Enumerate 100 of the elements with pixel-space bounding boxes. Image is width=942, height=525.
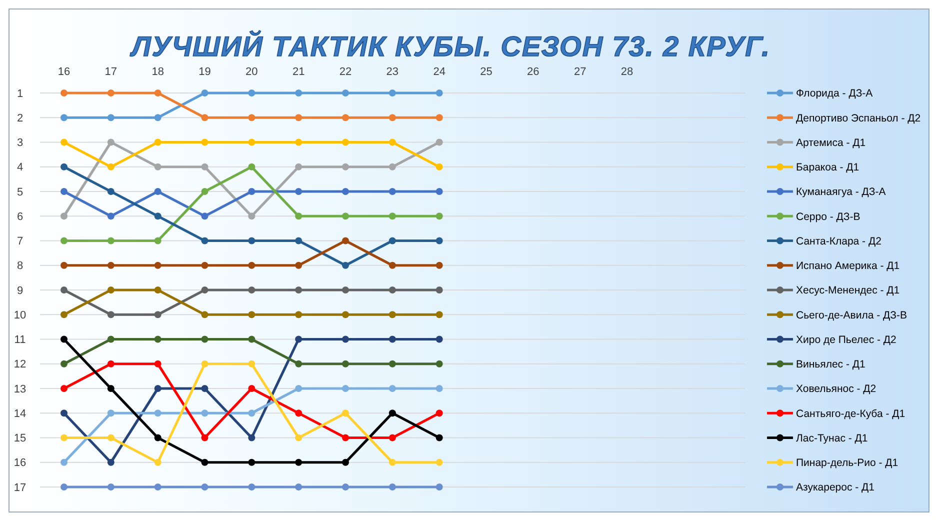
x-tick-label: 17 bbox=[104, 66, 118, 78]
point bbox=[436, 336, 443, 343]
point bbox=[248, 262, 256, 269]
point bbox=[342, 262, 349, 269]
legend-label: Артемиса - Д1 bbox=[796, 136, 866, 149]
y-tick-label: 15 bbox=[14, 432, 26, 445]
x-tick-label: 21 bbox=[292, 66, 305, 78]
point bbox=[107, 237, 114, 244]
point bbox=[436, 484, 443, 490]
point bbox=[107, 90, 114, 96]
x-tick-label: 24 bbox=[433, 66, 446, 78]
x-tick-label: 23 bbox=[386, 66, 399, 78]
y-tick-label: 17 bbox=[14, 482, 26, 494]
point bbox=[107, 385, 114, 392]
point bbox=[201, 385, 208, 392]
point bbox=[248, 410, 256, 417]
point bbox=[60, 458, 68, 466]
point bbox=[436, 458, 443, 466]
legend-label: Пинар-дель-Рио - Д1 bbox=[796, 457, 898, 470]
point bbox=[248, 286, 256, 294]
point bbox=[295, 212, 302, 220]
point bbox=[342, 90, 349, 96]
point bbox=[201, 262, 208, 269]
point bbox=[154, 188, 162, 195]
point bbox=[107, 163, 114, 170]
point bbox=[107, 286, 114, 294]
legend-label: Куманаягуа - ДЗ-А bbox=[796, 186, 886, 198]
point bbox=[388, 237, 396, 244]
point bbox=[60, 212, 68, 220]
point bbox=[248, 385, 256, 392]
point bbox=[60, 114, 68, 122]
point bbox=[248, 163, 256, 170]
point bbox=[201, 410, 208, 417]
point bbox=[60, 484, 68, 490]
point bbox=[342, 434, 349, 442]
point bbox=[107, 434, 114, 442]
point bbox=[388, 434, 396, 442]
point bbox=[248, 138, 256, 146]
point bbox=[201, 311, 208, 318]
point bbox=[107, 138, 114, 146]
point bbox=[388, 336, 396, 343]
point bbox=[436, 114, 443, 122]
point bbox=[107, 212, 114, 220]
point bbox=[154, 410, 162, 417]
point bbox=[388, 458, 396, 466]
point bbox=[295, 410, 302, 417]
legend-label: Хесус-Менендес - Д1 bbox=[796, 284, 900, 297]
point bbox=[436, 237, 443, 244]
y-tick-label: 3 bbox=[16, 137, 24, 150]
point bbox=[295, 458, 302, 466]
legend-label: Флорида - ДЗ-А bbox=[796, 88, 873, 100]
point bbox=[154, 212, 162, 220]
point bbox=[248, 434, 256, 442]
point bbox=[60, 360, 68, 368]
point bbox=[295, 336, 302, 343]
point bbox=[107, 188, 114, 195]
point bbox=[60, 90, 68, 96]
y-tick-label: 6 bbox=[16, 210, 24, 223]
point bbox=[436, 360, 443, 368]
point bbox=[436, 286, 443, 294]
chart-title: ЛУЧШИЙ ТАКТИК КУБЫ. СЕЗОН 73. 2 КРУГ. bbox=[130, 30, 770, 62]
point bbox=[342, 311, 349, 318]
point bbox=[342, 237, 349, 244]
point bbox=[436, 188, 443, 195]
point bbox=[60, 385, 68, 392]
point bbox=[388, 311, 396, 318]
point bbox=[295, 163, 302, 170]
point bbox=[342, 138, 349, 146]
point bbox=[201, 114, 208, 122]
point bbox=[436, 138, 443, 146]
point bbox=[154, 138, 162, 146]
x-tick-label: 28 bbox=[620, 66, 634, 78]
point bbox=[342, 458, 349, 466]
point bbox=[248, 237, 256, 244]
y-tick-label: 14 bbox=[14, 408, 26, 420]
point bbox=[342, 410, 349, 417]
legend-label: Сьего-де-Авила - ДЗ-В bbox=[796, 309, 907, 322]
point bbox=[295, 237, 302, 244]
point bbox=[201, 212, 208, 220]
point bbox=[342, 212, 349, 220]
point bbox=[60, 410, 68, 417]
point bbox=[436, 311, 443, 318]
x-tick-label: 16 bbox=[58, 66, 70, 78]
point bbox=[201, 286, 208, 294]
point bbox=[154, 434, 162, 442]
point bbox=[388, 114, 396, 122]
y-tick-label: 4 bbox=[16, 162, 24, 174]
point bbox=[201, 434, 208, 442]
point bbox=[60, 237, 68, 244]
point bbox=[388, 360, 396, 368]
point bbox=[154, 360, 162, 368]
point bbox=[107, 410, 114, 417]
point bbox=[248, 212, 256, 220]
point bbox=[154, 311, 162, 318]
point bbox=[107, 311, 114, 318]
point bbox=[342, 360, 349, 368]
point bbox=[154, 336, 162, 343]
point bbox=[295, 286, 302, 294]
point bbox=[295, 138, 302, 146]
point bbox=[295, 434, 302, 442]
